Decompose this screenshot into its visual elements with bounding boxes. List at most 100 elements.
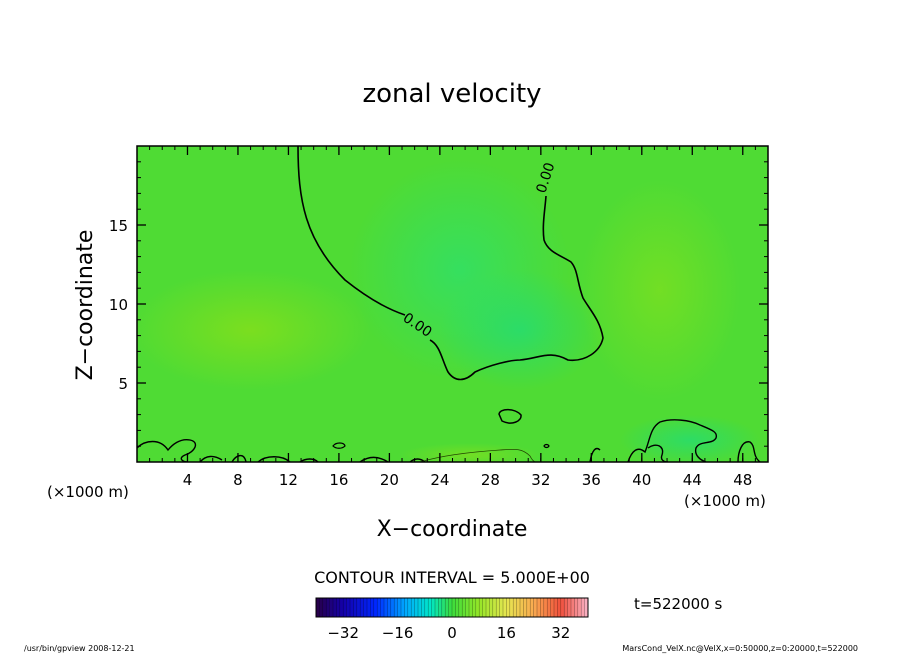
- colorbar-frame: [315, 597, 589, 618]
- contour-interval: CONTOUR INTERVAL = 5.000E+00: [314, 568, 590, 587]
- colorbar-tick-label: 0: [447, 624, 457, 642]
- colorbar-cell: [316, 598, 320, 617]
- field-shade: [400, 443, 540, 462]
- colorbar-cell: [407, 598, 412, 617]
- colorbar-cell: [475, 598, 480, 617]
- x-tick-label: 8: [233, 471, 243, 489]
- colorbar-cell: [350, 598, 354, 617]
- colorbar-cell: [333, 598, 337, 617]
- colorbar-cell: [560, 598, 565, 617]
- colorbar-cell: [496, 598, 500, 617]
- colorbar-cell: [577, 598, 582, 617]
- x-tick-label: 36: [582, 471, 601, 489]
- colorbar-cell: [506, 598, 511, 617]
- colorbar-cell: [554, 598, 558, 617]
- colorbar-cell: [326, 598, 330, 617]
- colorbar-cell: [356, 598, 361, 617]
- colorbar-cell: [384, 598, 388, 617]
- surface-contour: [137, 438, 601, 462]
- y-tick-label: 5: [118, 375, 128, 393]
- footer-right: MarsCond_VelX.nc@VelX,x=0:50000,z=0:2000…: [622, 644, 858, 653]
- colorbar-cell: [530, 598, 534, 617]
- colorbar-cell: [322, 598, 327, 617]
- field-shade: [440, 270, 600, 390]
- colorbar-cell: [469, 598, 473, 617]
- x-tick-label: 12: [279, 471, 298, 489]
- colorbar-cell: [421, 598, 426, 617]
- y-axis-title: Z−coordinate: [73, 230, 98, 381]
- x-tick-label: 44: [683, 471, 702, 489]
- colorbar-cell: [465, 598, 470, 617]
- colorbar-cell: [581, 598, 585, 617]
- near-zero-contour: [419, 448, 537, 462]
- colorbar-cell: [339, 598, 344, 617]
- colorbar-cell: [479, 598, 483, 617]
- colorbar-cell: [516, 598, 521, 617]
- colorbar-cell: [404, 598, 409, 617]
- colorbar-cell: [520, 598, 524, 617]
- colorbar-cell: [441, 598, 446, 617]
- colorbar-cell: [367, 598, 371, 617]
- colorbar-cell: [533, 598, 538, 617]
- colorbar-cell: [489, 598, 494, 617]
- colorbar-cell: [543, 598, 548, 617]
- field-shade: [137, 270, 370, 390]
- x-axis-unit: (×1000 m): [684, 492, 766, 510]
- colorbar-cell: [424, 598, 429, 617]
- colorbar-cell: [390, 598, 395, 617]
- colorbar-cell: [509, 598, 514, 617]
- footer-left: /usr/bin/gpview 2008-12-21: [24, 644, 135, 653]
- colorbar-cell: [452, 598, 456, 617]
- colorbar-cell: [455, 598, 460, 617]
- colorbar-cell: [557, 598, 562, 617]
- colorbar-cell: [397, 598, 402, 617]
- chart-title: zonal velocity: [362, 79, 541, 109]
- colorbar-tick-label: −32: [327, 624, 359, 642]
- x-tick-label: 20: [380, 471, 399, 489]
- colorbar-cell: [445, 598, 449, 617]
- colorbar-cell: [499, 598, 504, 617]
- colorbar-cell: [523, 598, 528, 617]
- x-tick-label: 4: [183, 471, 193, 489]
- colorbar-cell: [584, 598, 589, 617]
- colorbar-cell: [513, 598, 517, 617]
- contour-loop: [332, 442, 346, 449]
- colorbar-cell: [319, 598, 324, 617]
- colorbar-cell: [343, 598, 347, 617]
- x-tick-label: 16: [329, 471, 348, 489]
- colorbar-cell: [363, 598, 368, 617]
- colorbar-cell: [346, 598, 351, 617]
- colorbar-cell: [574, 598, 579, 617]
- colorbar-cell: [353, 598, 358, 617]
- colorbar-tick-label: 16: [497, 624, 516, 642]
- colorbar-cell: [428, 598, 432, 617]
- colorbar-cell: [547, 598, 551, 617]
- colorbar-cell: [486, 598, 490, 617]
- colorbar-cell: [373, 598, 378, 617]
- colorbar-cell: [435, 598, 439, 617]
- contour-loop: [498, 408, 522, 424]
- colorbar-cell: [394, 598, 398, 617]
- zero-contour: [297, 146, 604, 381]
- colorbar-cell: [550, 598, 555, 617]
- colorbar-cell: [336, 598, 341, 617]
- colorbar-cell: [377, 598, 381, 617]
- colorbar-cell: [401, 598, 405, 617]
- x-tick-label: 48: [733, 471, 752, 489]
- colorbar-cell: [448, 598, 453, 617]
- x-axis-title: X−coordinate: [377, 517, 528, 542]
- colorbar-cell: [526, 598, 531, 617]
- colorbar-cell: [418, 598, 422, 617]
- y-tick-label: 15: [109, 217, 128, 235]
- colorbar-cell: [370, 598, 375, 617]
- colorbar-cell: [567, 598, 572, 617]
- colorbar-cell: [564, 598, 568, 617]
- colorbar-cell: [438, 598, 443, 617]
- colorbar-cell: [411, 598, 415, 617]
- colorbar-cell: [431, 598, 436, 617]
- colorbar-cell: [329, 598, 334, 617]
- colorbar-cell: [462, 598, 466, 617]
- field-shade: [620, 415, 760, 462]
